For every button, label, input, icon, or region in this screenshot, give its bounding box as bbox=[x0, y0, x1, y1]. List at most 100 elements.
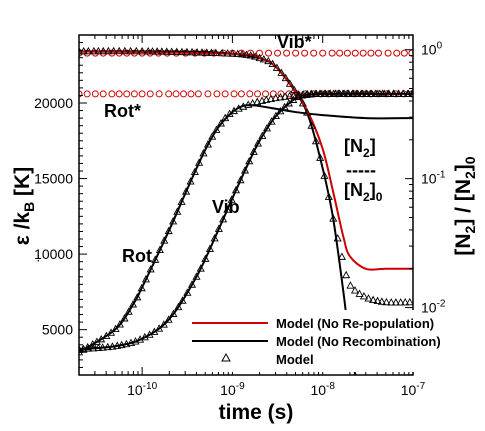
y-right-tick-label: 10-1 bbox=[421, 170, 446, 187]
data-point-triangle bbox=[84, 46, 93, 55]
x-tick-label: 10-7 bbox=[401, 381, 426, 398]
data-point-triangle bbox=[389, 89, 398, 97]
data-point-circle bbox=[254, 90, 262, 98]
data-point-circle bbox=[204, 90, 212, 98]
data-point-triangle bbox=[122, 339, 131, 348]
data-point-circle bbox=[400, 49, 408, 57]
data-point-triangle bbox=[157, 47, 166, 55]
data-point-circle bbox=[277, 90, 285, 98]
data-point-triangle bbox=[111, 324, 120, 333]
annotation-vib-star: Vib* bbox=[277, 32, 312, 52]
data-point-triangle bbox=[164, 315, 173, 323]
data-point-triangle bbox=[94, 343, 103, 351]
data-point-triangle bbox=[268, 59, 277, 67]
legend-swatch-triangle bbox=[221, 352, 231, 362]
data-point-triangle bbox=[109, 46, 118, 55]
data-point-triangle bbox=[208, 132, 217, 140]
data-point-circle bbox=[115, 90, 123, 98]
data-point-triangle bbox=[359, 292, 369, 300]
data-point-triangle bbox=[251, 52, 260, 60]
data-point-triangle bbox=[117, 340, 126, 349]
data-point-triangle bbox=[201, 254, 210, 262]
data-point-triangle bbox=[316, 153, 325, 161]
data-point-triangle bbox=[248, 99, 257, 107]
data-point-triangle bbox=[276, 93, 285, 101]
data-point-triangle bbox=[202, 48, 211, 56]
data-point-triangle bbox=[266, 94, 275, 102]
data-point-circle bbox=[283, 49, 291, 57]
data-point-triangle bbox=[144, 47, 153, 55]
data-point-triangle bbox=[195, 158, 204, 166]
data-point-triangle bbox=[148, 47, 157, 55]
data-point-triangle bbox=[182, 47, 192, 56]
data-point-triangle bbox=[364, 294, 373, 302]
data-point-triangle bbox=[124, 307, 133, 315]
data-point-triangle bbox=[177, 197, 186, 205]
data-point-triangle bbox=[233, 49, 242, 58]
data-point-triangle bbox=[289, 91, 298, 99]
data-point-circle bbox=[130, 90, 138, 98]
data-point-triangle bbox=[162, 47, 171, 55]
y-axis-left-title: ε /kB [K] bbox=[11, 167, 37, 245]
data-point-triangle bbox=[205, 244, 214, 252]
y-axis-right-title: [N2] / [N2]0 bbox=[452, 156, 478, 255]
data-point-triangle bbox=[285, 91, 294, 100]
data-point-triangle bbox=[79, 46, 84, 55]
data-point-circle bbox=[155, 90, 163, 98]
data-point-triangle bbox=[350, 286, 360, 294]
data-point-triangle bbox=[192, 272, 201, 280]
data-point-triangle bbox=[277, 68, 286, 76]
plot-frame bbox=[78, 34, 414, 376]
data-point-triangle bbox=[160, 236, 169, 244]
data-point-triangle bbox=[240, 166, 250, 174]
data-point-triangle bbox=[369, 295, 378, 304]
series-concentration-no-repopulation bbox=[79, 50, 413, 271]
data-point-circle bbox=[310, 49, 318, 57]
data-point-triangle bbox=[219, 214, 228, 223]
data-point-triangle bbox=[187, 47, 197, 56]
y-left-tick-label: 20000 bbox=[34, 95, 73, 111]
data-point-triangle bbox=[333, 234, 342, 242]
data-point-circle bbox=[393, 49, 401, 57]
data-point-circle bbox=[301, 49, 309, 57]
legend: Model (No Re-population) Model (No Recom… bbox=[186, 310, 441, 372]
data-point-triangle bbox=[169, 309, 178, 317]
data-point-triangle bbox=[280, 102, 289, 111]
data-point-triangle bbox=[203, 140, 212, 148]
data-point-triangle bbox=[303, 108, 312, 116]
data-point-triangle bbox=[146, 264, 155, 273]
data-point-triangle bbox=[99, 46, 108, 55]
data-point-triangle bbox=[312, 89, 321, 98]
ratio-numerator: [N2] bbox=[344, 136, 376, 160]
data-point-triangle bbox=[329, 214, 338, 222]
data-point-circle bbox=[367, 49, 375, 57]
data-point-triangle bbox=[120, 314, 129, 322]
data-point-triangle bbox=[89, 46, 98, 55]
data-point-triangle bbox=[262, 95, 271, 103]
data-point-triangle bbox=[290, 85, 299, 93]
series-model-concentration bbox=[79, 46, 413, 306]
data-point-triangle bbox=[299, 90, 308, 98]
data-point-circle bbox=[246, 90, 254, 98]
data-point-circle bbox=[138, 90, 146, 98]
data-point-triangle bbox=[164, 226, 173, 235]
data-point-triangle bbox=[284, 99, 293, 107]
data-point-circle bbox=[146, 90, 154, 98]
y-right-tick-label: 10-2 bbox=[421, 299, 446, 316]
data-point-circle bbox=[123, 49, 131, 57]
data-point-triangle bbox=[167, 47, 176, 55]
data-point-triangle bbox=[401, 298, 410, 306]
data-point-triangle bbox=[228, 49, 237, 57]
data-point-triangle bbox=[404, 89, 413, 97]
data-point-triangle bbox=[253, 97, 262, 106]
data-point-circle bbox=[274, 49, 282, 57]
data-point-triangle bbox=[106, 328, 116, 336]
annotation-rot: Rot bbox=[122, 246, 152, 266]
data-point-circle bbox=[285, 90, 293, 98]
data-point-triangle bbox=[276, 106, 285, 115]
data-point-triangle bbox=[79, 344, 84, 353]
series-line bbox=[79, 50, 413, 271]
data-point-triangle bbox=[387, 298, 396, 306]
data-point-triangle bbox=[246, 51, 255, 59]
data-point-triangle bbox=[394, 89, 403, 97]
